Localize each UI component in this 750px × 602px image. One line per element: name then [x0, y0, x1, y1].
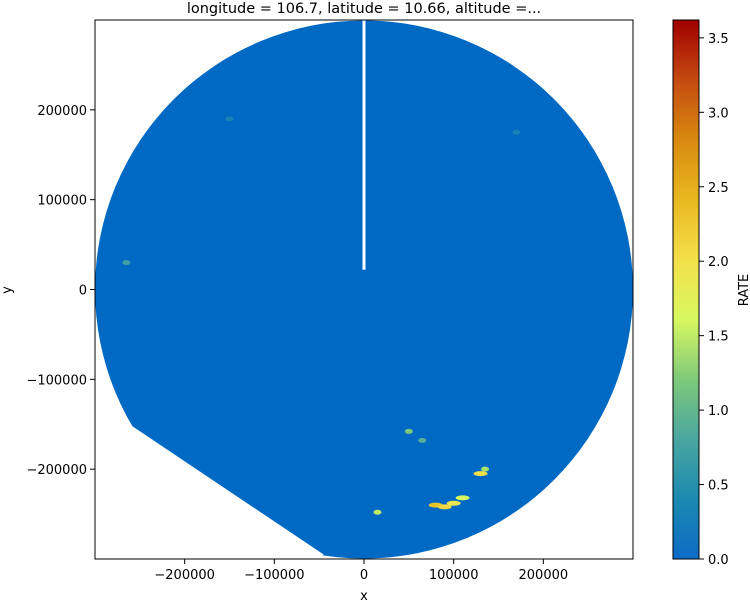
colorbar: [672, 19, 700, 560]
radar-clipped-corner: [95, 417, 324, 559]
rain-cell-3: [446, 500, 461, 506]
y-tick-label: 200000: [37, 104, 87, 119]
x-tick-label: 100000: [429, 568, 479, 583]
x-tick-label: −200000: [154, 568, 215, 583]
x-tick-label: 0: [360, 568, 368, 583]
radar-sector-gap: [362, 20, 366, 270]
colorbar-label: RATE: [737, 274, 750, 307]
y-tick-label: 100000: [37, 194, 87, 209]
y-tick-label: −100000: [26, 373, 87, 388]
rain-cell-9: [418, 437, 427, 443]
colorbar-tick-label: 2.0: [708, 255, 729, 270]
rain-cell-12: [512, 129, 521, 135]
rain-cell-2: [437, 504, 452, 510]
colorbar-tick-label: 1.5: [708, 330, 729, 345]
colorbar-tick-label: 1.0: [708, 404, 729, 419]
y-axis-label: y: [0, 286, 15, 294]
y-tick-label: 0: [79, 284, 87, 299]
rain-cell-11: [225, 116, 234, 122]
x-tick-label: −100000: [244, 568, 305, 583]
rain-cell-8: [404, 428, 413, 434]
x-tick-label: 200000: [519, 568, 569, 583]
colorbar-tick-label: 2.5: [708, 181, 729, 196]
radar-coverage-disk: [95, 20, 633, 559]
colorbar-tick-label: 0.5: [708, 479, 729, 494]
colorbar-tick-label: 3.5: [708, 32, 729, 47]
plot-area: [95, 20, 633, 559]
rain-cell-5: [473, 471, 488, 477]
rain-cell-7: [373, 509, 382, 515]
colorbar-ticks: 0.0 0.5 1.0 1.5 2.0 2.5 3.0 3.5: [699, 32, 729, 568]
x-axis-label: x: [360, 589, 368, 602]
colorbar-tick-label: 0.0: [708, 553, 729, 568]
rain-cell-4: [455, 495, 470, 501]
chart-title: longitude = 106.7, latitude = 10.66, alt…: [187, 1, 541, 17]
colorbar-tick-label: 3.0: [708, 106, 729, 121]
rain-cell-10: [122, 260, 131, 266]
y-axis-ticks: 200000 100000 0 −100000 −200000: [26, 104, 95, 478]
x-axis-ticks: −200000 −100000 0 100000 200000: [154, 559, 568, 583]
y-tick-label: −200000: [26, 463, 87, 478]
rain-cell-6: [481, 466, 490, 472]
precipitation-cells: [122, 116, 521, 515]
